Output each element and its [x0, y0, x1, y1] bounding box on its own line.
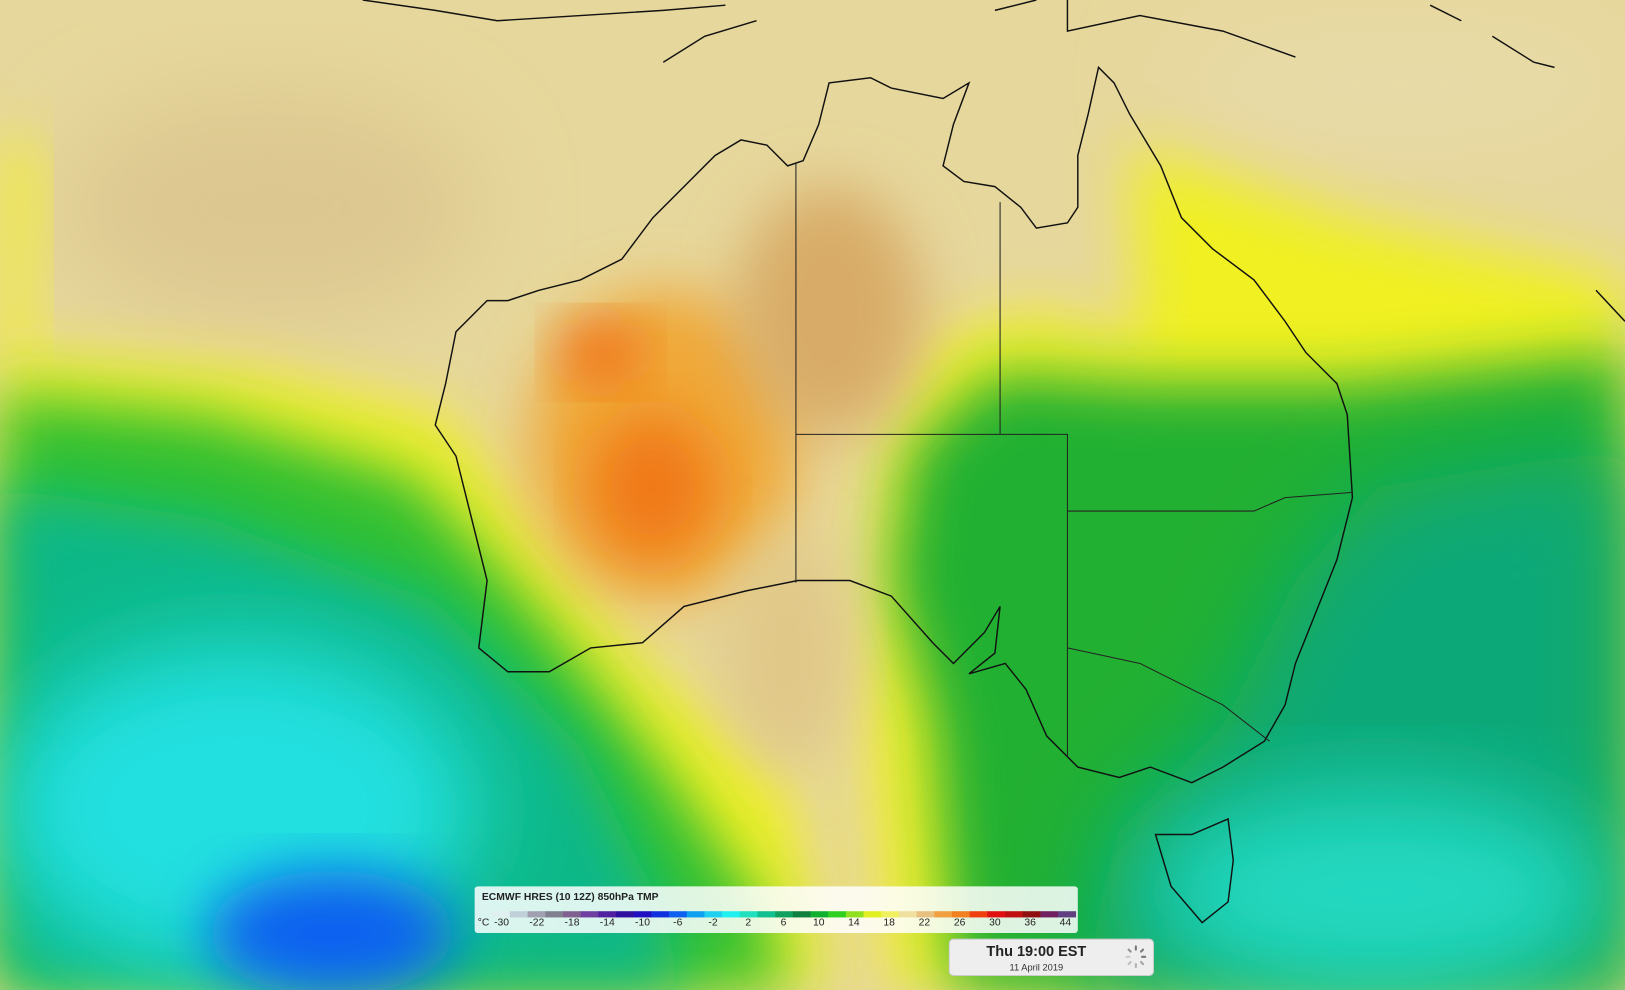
legend-tick-label: 26: [954, 918, 966, 929]
color-swatch: [757, 911, 776, 918]
color-swatch: [562, 911, 581, 918]
legend-tick-label: -14: [600, 918, 615, 929]
colorbar: [492, 911, 1077, 918]
color-swatch: [775, 911, 794, 918]
legend-tick-label: -2: [708, 918, 717, 929]
color-swatch: [509, 911, 528, 918]
legend-box: [474, 886, 1078, 933]
color-swatch: [1040, 911, 1059, 918]
time-panel: [948, 938, 1154, 977]
color-swatch: [845, 911, 864, 918]
legend-tick-label: 18: [883, 918, 895, 929]
color-swatch: [1058, 911, 1077, 918]
color-swatch: [828, 911, 847, 918]
time-label: Thu 19:00 EST: [986, 944, 1086, 960]
color-swatch: [863, 911, 882, 918]
color-swatch: [792, 911, 811, 918]
legend-tick-label: 14: [848, 918, 860, 929]
color-swatch: [580, 911, 599, 918]
color-swatch: [669, 911, 688, 918]
color-swatch: [969, 911, 988, 918]
time-box: Thu 19:00 EST 11 April 2019: [948, 938, 1154, 977]
legend: ECMWF HRES (10 12Z) 850hPa TMP °C -30 -22…: [474, 886, 1078, 933]
legend-tick-label: 30: [989, 918, 1001, 929]
legend-tick-label: -22: [529, 918, 544, 929]
color-swatch: [916, 911, 935, 918]
color-swatch: [987, 911, 1006, 918]
color-swatch: [704, 911, 723, 918]
color-swatch: [951, 911, 970, 918]
legend-tick-label: -6: [673, 918, 682, 929]
color-swatch: [1022, 911, 1041, 918]
legend-ticks: -30 -22 -18 -14 -10 -6 -2 2 6 10 14 18 22 26 30 36 44: [494, 918, 1071, 929]
color-swatch: [527, 911, 546, 918]
legend-unit: °C: [478, 918, 490, 929]
color-swatch: [633, 911, 652, 918]
time-date: 11 April 2019: [1010, 962, 1064, 972]
legend-tick-label: 44: [1060, 918, 1072, 929]
color-swatch: [651, 911, 670, 918]
color-swatch: [934, 911, 953, 918]
color-swatch: [686, 911, 705, 918]
legend-tick-label: -18: [565, 918, 580, 929]
color-swatch: [1005, 911, 1024, 918]
color-swatch: [898, 911, 917, 918]
color-swatch: [810, 911, 829, 918]
legend-tick-label: -30: [494, 918, 509, 929]
color-swatch: [492, 911, 511, 918]
color-swatch: [545, 911, 564, 918]
legend-tick-label: 10: [813, 918, 825, 929]
legend-tick-label: 36: [1024, 918, 1036, 929]
legend-tick-label: -10: [635, 918, 650, 929]
color-swatch: [739, 911, 758, 918]
color-swatch: [881, 911, 900, 918]
color-swatch: [616, 911, 635, 918]
legend-tick-label: 22: [919, 918, 931, 929]
legend-title: ECMWF HRES (10 12Z) 850hPa TMP: [482, 892, 659, 903]
state-borders: [795, 163, 1353, 757]
color-swatch: [598, 911, 617, 918]
color-swatch: [722, 911, 741, 918]
legend-tick-label: 2: [745, 918, 751, 929]
coastlines: [362, 0, 1625, 924]
loading-spinner: [1125, 945, 1147, 969]
legend-tick-label: 6: [781, 918, 787, 929]
